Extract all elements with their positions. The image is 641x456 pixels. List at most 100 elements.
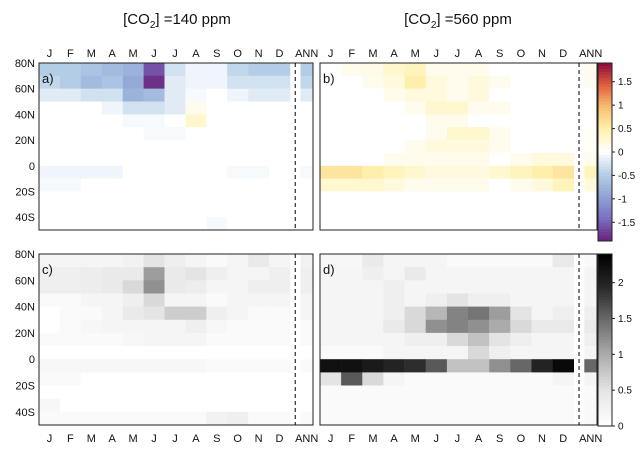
panel-border [319,253,598,426]
heatmap-cell [101,280,123,294]
heatmap-cell [80,372,102,386]
heatmap-cell [248,398,270,413]
colorbar-segment [598,394,612,398]
colorbar-segment [598,199,612,203]
heatmap-cell [552,280,574,294]
heatmap-cell [446,75,469,89]
colorbar-segment [598,74,612,79]
heatmap-cell [584,359,598,373]
heatmap-cell [341,165,363,179]
colorbar-segment [598,311,612,315]
heatmap-cell [185,140,207,154]
heatmap-cell [80,127,102,141]
heatmap-cell [122,114,144,128]
colorbar-segment [598,122,612,126]
heatmap-cell [206,293,228,307]
heatmap-cell [404,217,426,231]
heatmap-cell [446,332,469,347]
month-tick-label: J [47,433,53,445]
heatmap-cell [248,75,270,89]
heatmap-cell [59,101,82,115]
heatmap-cell [269,204,291,218]
heatmap-cell [80,398,102,413]
heatmap-cell [164,372,186,386]
heatmap-cell [39,346,61,360]
heatmap-cell [206,332,228,347]
heatmap-cell [101,140,123,154]
heatmap-cell [362,306,384,321]
heatmap-cell [80,319,102,334]
colorbar-segment [598,391,612,395]
heatmap-cell [248,372,270,386]
colorbar-segment [598,254,612,258]
heatmap-cell [122,63,144,77]
heatmap-cell [248,114,270,128]
heatmap-cell [39,88,61,102]
heatmap-cell [446,385,469,399]
heatmap-cell [552,372,574,386]
heatmap-cell [39,293,61,307]
heatmap-cell [101,332,123,347]
heatmap-cell [300,75,314,89]
heatmap-cell [584,101,598,115]
heatmap-cell [206,254,228,268]
heatmap-cell [269,398,291,413]
heatmap-cell [101,372,123,386]
heatmap-cell [510,385,532,399]
heatmap-cell [185,191,207,205]
heatmap-cell [489,280,511,294]
colorbar-segment [598,265,612,269]
heatmap-cell [164,63,186,77]
heatmap-cell [59,254,82,268]
heatmap-cell [584,127,598,141]
heatmap-cell [143,63,165,77]
heatmap-cell [300,332,314,347]
heatmap-cell [101,254,123,268]
heatmap-cell [362,319,384,334]
colorbar-segment [598,232,612,236]
heatmap-cell [362,398,384,413]
heatmap-cell [269,319,291,334]
heatmap-cell [446,267,469,281]
heatmap-cell [185,332,207,347]
heatmap-cell [510,359,532,373]
heatmap-cell [248,204,270,218]
heatmap-cell [227,293,249,307]
heatmap-cell [531,191,553,205]
month-tick-label: O [233,433,242,445]
heatmap-cell [531,385,553,399]
month-tick-label: J [328,48,334,60]
heatmap-cell [164,101,186,115]
heatmap-cell [531,346,553,360]
colorbar-tick-label: 1 [618,101,624,112]
month-tick-label: F [348,433,355,445]
heatmap-cell [206,152,228,166]
heatmap-cell [383,75,405,89]
heatmap-cell [489,75,511,89]
heatmap-cell [101,63,123,77]
heatmap-cell [248,254,270,268]
heatmap-cell [531,398,553,413]
colorbar-segment [598,368,612,372]
colorbar-tick-label: -1 [618,194,627,205]
heatmap-cell [164,332,186,347]
heatmap-cell [489,88,511,102]
colorbar-segment [598,65,612,70]
heatmap-cell [320,127,342,141]
colorbar-segment [598,262,612,266]
heatmap-cell [404,359,426,373]
colorbar-segment [598,220,612,224]
colorbar-segment [598,83,612,88]
heatmap-cell [510,114,532,128]
heatmap-cell [552,217,574,231]
heatmap-cell [59,217,82,231]
heatmap-cell [425,319,448,334]
heatmap-cell [206,346,228,360]
heatmap-cell [39,398,61,413]
heatmap-cell [468,63,490,77]
colorbar-segment [598,163,612,168]
heatmap-cell [425,293,448,307]
latitude-tick-label: 20S [15,381,35,393]
heatmap-cell [425,75,448,89]
heatmap-cell [122,280,144,294]
